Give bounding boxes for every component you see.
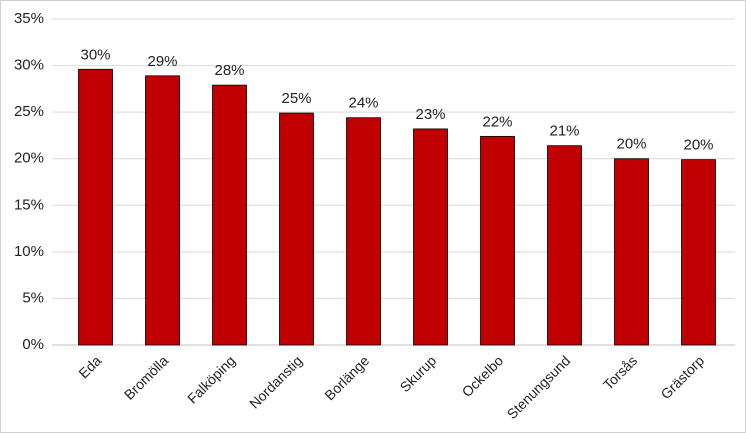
y-tick-label: 25% [14,103,44,120]
value-label: 20% [683,137,713,154]
value-label: 25% [281,90,311,107]
value-label: 29% [147,53,177,70]
y-tick-label: 0% [22,336,44,353]
y-tick-label: 20% [14,150,44,167]
value-label: 21% [549,123,579,140]
bar [413,128,448,346]
bar [614,158,649,346]
value-label: 20% [616,136,646,153]
y-tick-label: 15% [14,196,44,213]
value-label: 24% [348,95,378,112]
value-label: 22% [482,113,512,130]
y-tick-label: 10% [14,243,44,260]
bar [279,112,314,346]
value-label: 30% [80,46,110,63]
y-tick-label: 35% [14,10,44,27]
y-tick-label: 5% [22,289,44,306]
bar [346,117,381,346]
bar [78,68,113,346]
bar [681,159,716,346]
bar [212,84,247,346]
value-label: 28% [214,62,244,79]
bar [547,145,582,346]
y-tick-label: 30% [14,57,44,74]
value-label: 23% [415,106,445,123]
bar [145,75,180,346]
bar [480,135,515,346]
